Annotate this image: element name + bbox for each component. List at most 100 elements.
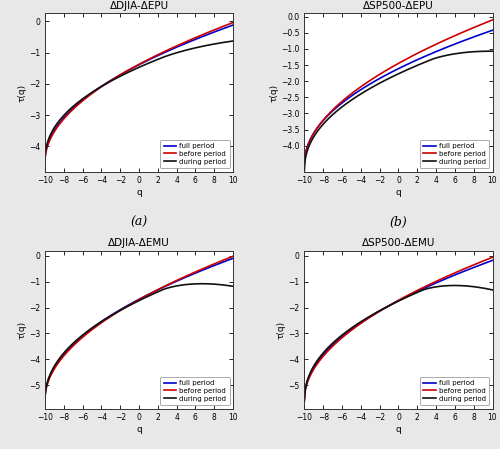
Line: full period: full period <box>304 260 492 398</box>
before period <box>412 289 418 294</box>
before period <box>90 90 96 95</box>
before period <box>302 396 308 401</box>
before period <box>350 90 356 95</box>
Line: during period: during period <box>45 284 233 401</box>
during period <box>90 89 96 94</box>
during period <box>199 281 205 286</box>
full period <box>127 301 133 307</box>
Line: before period: before period <box>304 257 492 398</box>
during period <box>153 57 159 63</box>
X-axis label: q: q <box>136 425 142 434</box>
before period <box>76 102 82 107</box>
full period <box>412 58 418 63</box>
X-axis label: q: q <box>396 188 402 197</box>
full period <box>76 101 82 106</box>
during period <box>487 48 493 54</box>
during period <box>412 63 418 69</box>
during period <box>443 53 449 58</box>
before period <box>334 339 340 344</box>
during period <box>76 99 82 105</box>
full period <box>490 27 496 33</box>
before period <box>184 273 190 278</box>
before period <box>427 282 433 287</box>
full period <box>127 67 133 72</box>
before period <box>42 158 48 163</box>
before period <box>127 302 133 307</box>
full period <box>350 92 356 98</box>
Line: full period: full period <box>304 30 492 163</box>
X-axis label: q: q <box>396 425 402 434</box>
Text: (b): (b) <box>390 216 407 229</box>
during period <box>412 291 418 296</box>
during period <box>302 398 308 404</box>
full period <box>443 276 449 282</box>
before period <box>350 326 356 332</box>
full period <box>350 326 356 331</box>
full period <box>302 161 308 166</box>
Title: ΔDJIA-ΔEPU: ΔDJIA-ΔEPU <box>110 1 168 11</box>
during period <box>127 69 133 74</box>
before period <box>76 339 82 344</box>
during period <box>334 336 340 341</box>
full period <box>427 283 433 288</box>
X-axis label: q: q <box>136 188 142 197</box>
full period <box>334 338 340 343</box>
Line: before period: before period <box>45 256 233 398</box>
before period <box>490 255 496 260</box>
during period <box>490 287 496 293</box>
before period <box>90 326 96 331</box>
during period <box>76 336 82 341</box>
full period <box>153 54 159 59</box>
during period <box>490 48 496 54</box>
Line: during period: during period <box>304 286 492 401</box>
full period <box>90 89 96 95</box>
Y-axis label: τ(q): τ(q) <box>17 321 26 339</box>
before period <box>153 53 159 58</box>
full period <box>76 337 82 342</box>
full period <box>184 274 190 280</box>
full period <box>427 52 433 57</box>
full period <box>334 104 340 109</box>
full period <box>490 258 496 263</box>
full period <box>184 40 190 46</box>
Y-axis label: τ(q): τ(q) <box>276 321 285 339</box>
during period <box>230 284 236 289</box>
during period <box>452 283 458 288</box>
during period <box>334 108 340 113</box>
during period <box>184 282 190 287</box>
during period <box>443 283 449 288</box>
Legend: full period, before period, during period: full period, before period, during perio… <box>420 377 489 405</box>
full period <box>42 158 48 163</box>
Line: full period: full period <box>45 258 233 398</box>
before period <box>184 39 190 44</box>
Line: before period: before period <box>45 22 233 161</box>
before period <box>302 161 308 166</box>
during period <box>168 52 173 57</box>
Legend: full period, before period, during period: full period, before period, during perio… <box>160 377 230 405</box>
during period <box>427 57 433 63</box>
during period <box>90 324 96 330</box>
before period <box>412 52 418 57</box>
during period <box>350 97 356 102</box>
during period <box>42 398 48 404</box>
before period <box>386 303 392 308</box>
during period <box>230 38 236 44</box>
during period <box>127 303 133 308</box>
full period <box>153 288 159 294</box>
before period <box>168 281 173 286</box>
before period <box>443 37 449 42</box>
Legend: full period, before period, during period: full period, before period, during perio… <box>160 140 230 168</box>
Text: (a): (a) <box>130 216 148 229</box>
full period <box>230 22 236 28</box>
full period <box>302 396 308 401</box>
Title: ΔDJIA-ΔEMU: ΔDJIA-ΔEMU <box>108 238 170 248</box>
before period <box>230 20 236 25</box>
Line: full period: full period <box>45 25 233 161</box>
before period <box>230 254 236 259</box>
during period <box>42 158 48 163</box>
before period <box>168 46 173 51</box>
full period <box>443 45 449 50</box>
full period <box>42 396 48 401</box>
during period <box>153 290 159 295</box>
full period <box>412 290 418 295</box>
